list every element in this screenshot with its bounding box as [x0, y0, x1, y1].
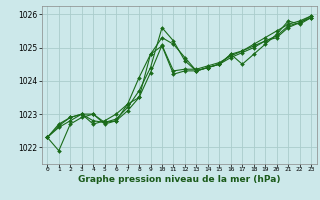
X-axis label: Graphe pression niveau de la mer (hPa): Graphe pression niveau de la mer (hPa): [78, 175, 280, 184]
